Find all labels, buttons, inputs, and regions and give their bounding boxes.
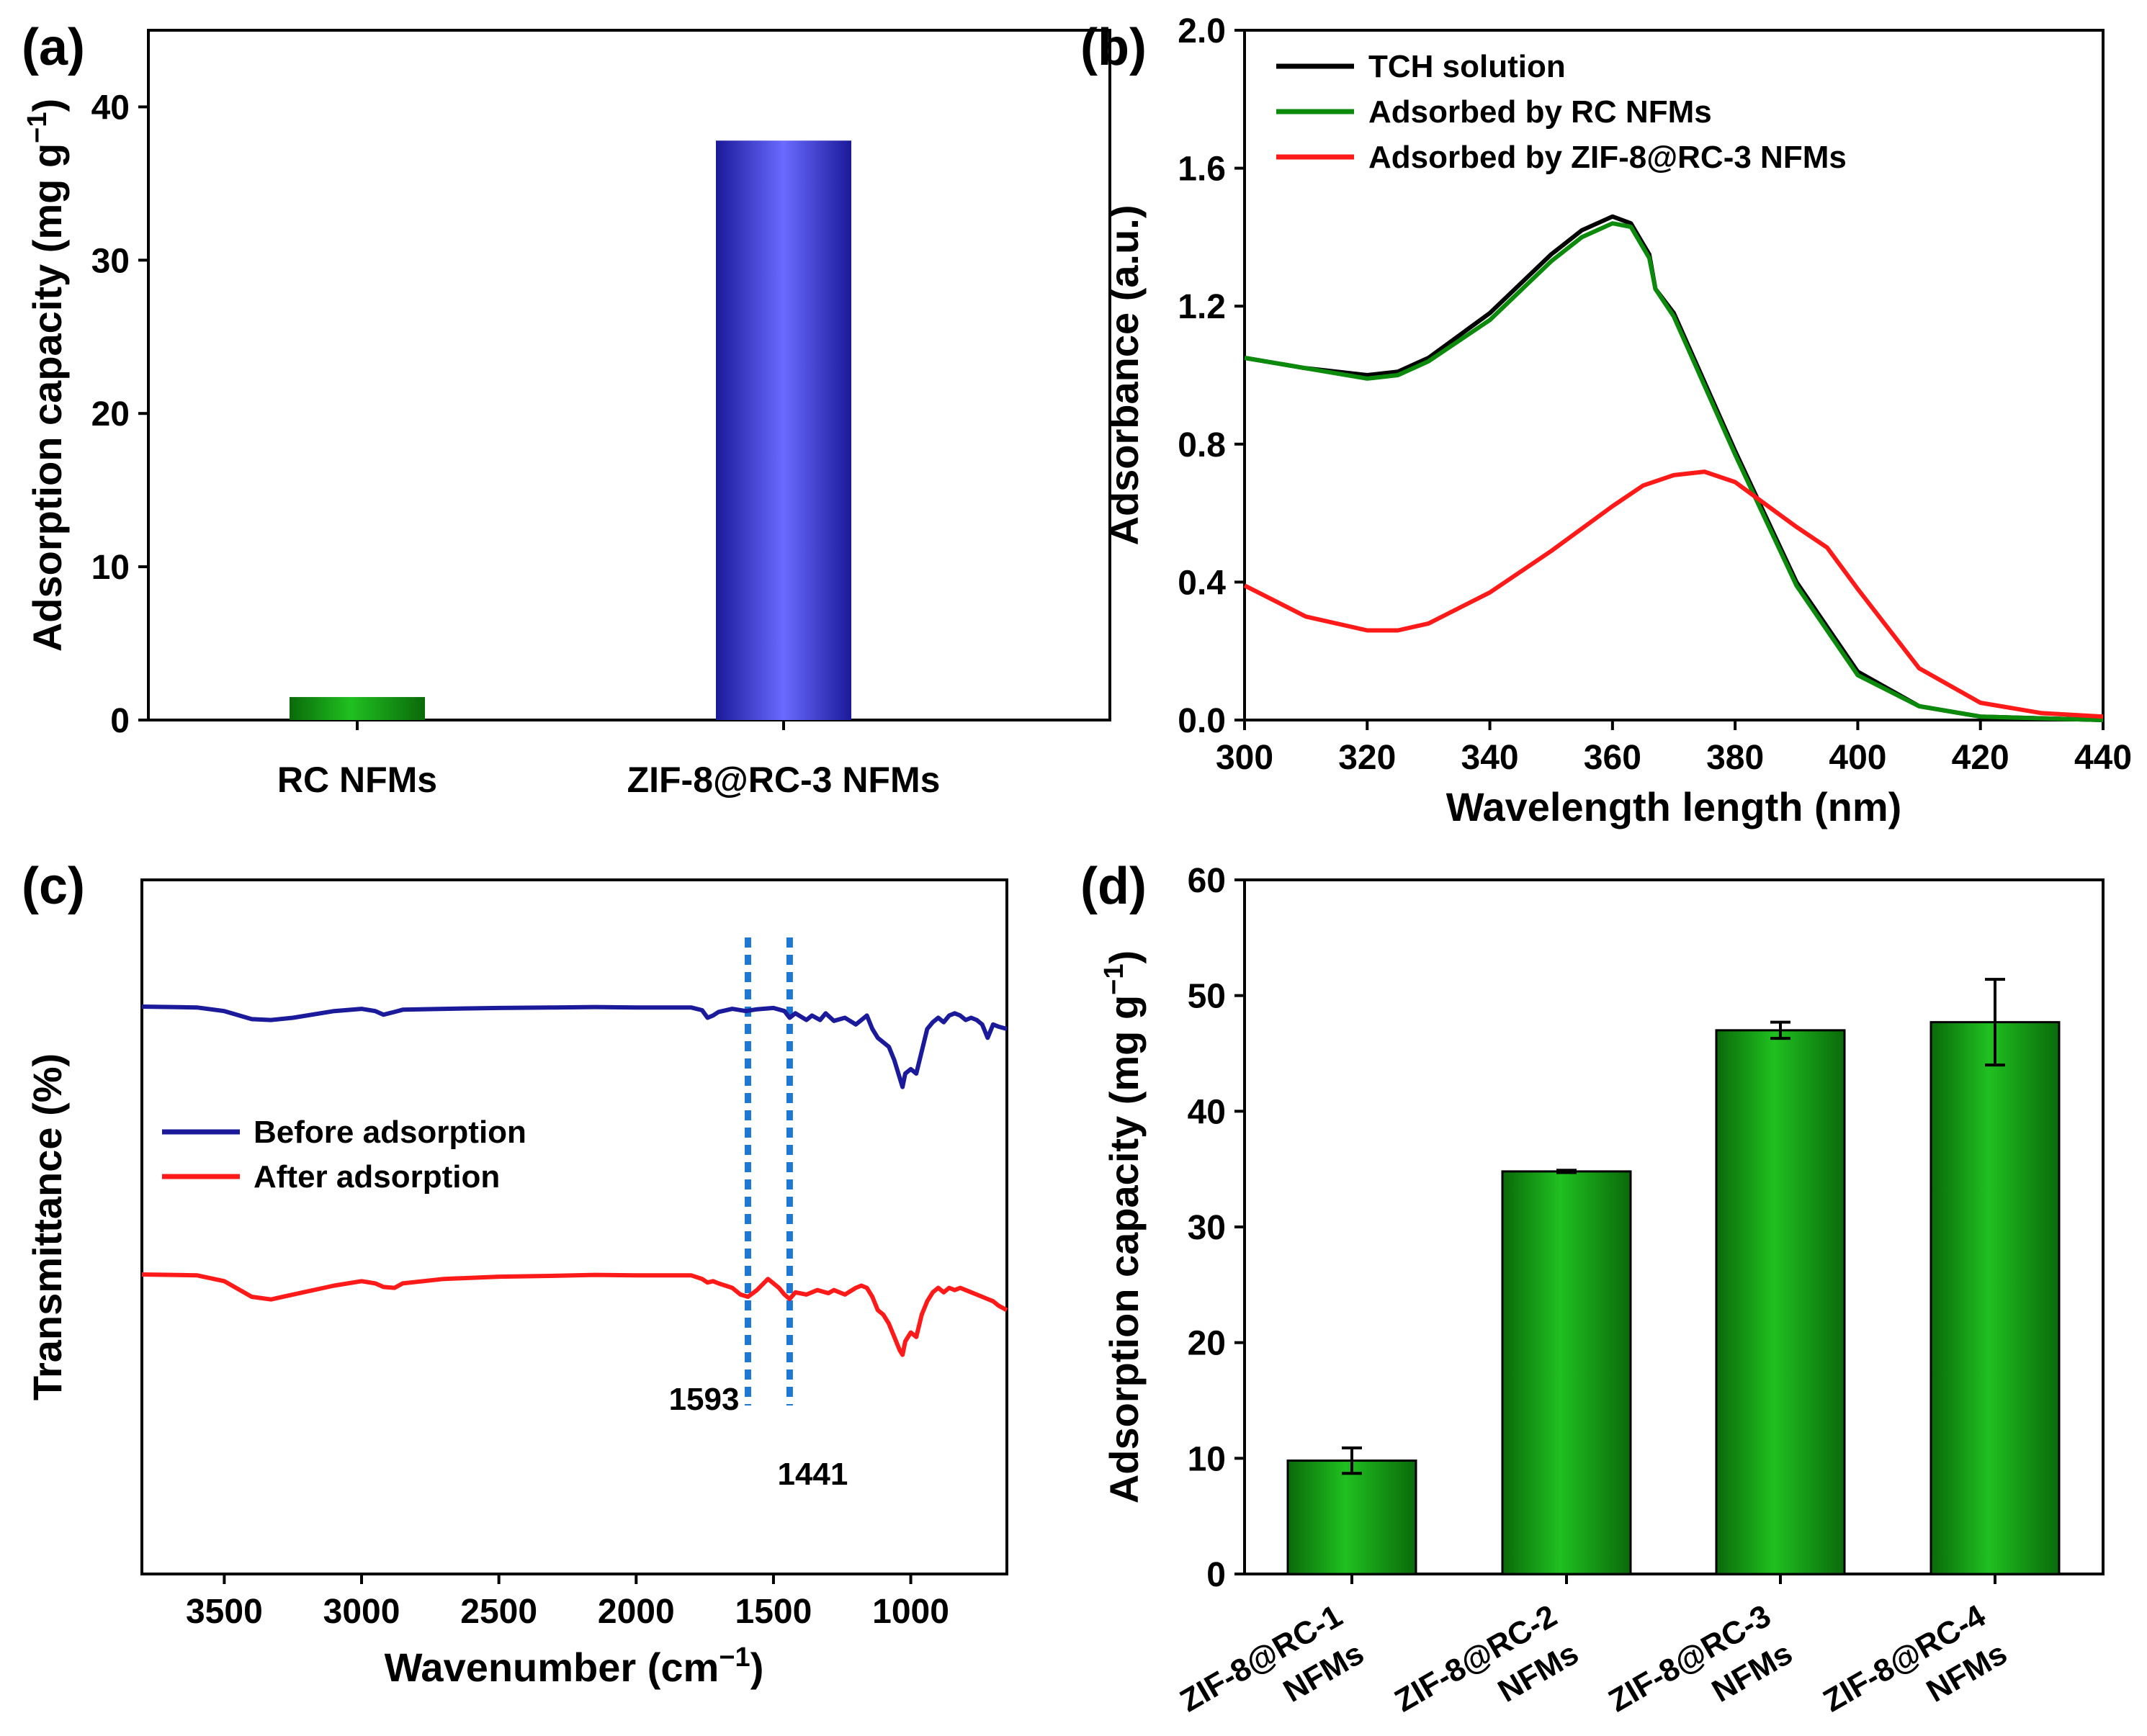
panel-c-label: (c): [22, 858, 85, 915]
panel-a-frame: [147, 29, 1111, 721]
panel-b-x-tick-label: 320: [1338, 739, 1396, 777]
panel-b-x-tick-label: 400: [1829, 739, 1886, 777]
panel-b-x-tick-label: 360: [1584, 739, 1641, 777]
panel-c-x-tick-label: 3500: [186, 1593, 263, 1631]
panel-d-bar: [1715, 1029, 1846, 1575]
panel-b-y-tick-label: 0.8: [1178, 426, 1226, 464]
panel-b-y-title: Adsorbance (a.u.): [1101, 205, 1147, 546]
panel-a-label: (a): [22, 19, 85, 76]
panel-b-x-tick-label: 380: [1706, 739, 1764, 777]
panel-c-legend: Before adsorption After adsorption: [162, 1115, 526, 1195]
panel-d-label: (d): [1080, 858, 1147, 915]
panel-c-x-tick-label: 1000: [872, 1593, 949, 1631]
panel-b-x-title: Wavelength length (nm): [1446, 784, 1902, 829]
panel-c-frame: [140, 878, 1008, 1575]
panel-d-y-tick-label: 60: [1188, 862, 1226, 900]
panel-b-y-tick-label: 2.0: [1178, 12, 1226, 50]
panel-c-x-axis: 3500 3000 2500 2000 1500 1000: [186, 1574, 949, 1631]
panel-c-annotations: 1593 1441: [669, 1382, 848, 1492]
panel-c-x-tick-label: 3000: [323, 1593, 400, 1631]
panel-b-legend-label: Adsorbed by RC NFMs: [1368, 94, 1712, 130]
panel-b-series-line: [1244, 221, 2104, 722]
panel-b-x-tick-label: 440: [2074, 739, 2132, 777]
panel-d-y-tick-label: 20: [1188, 1325, 1226, 1363]
panel-b-y-tick-label: 0.4: [1178, 564, 1226, 602]
panel-b-series-line: [1244, 214, 2104, 722]
panel-b-legend-label: Adsorbed by ZIF-8@RC-3 NFMs: [1368, 140, 1847, 175]
panel-c-legend-label: Before adsorption: [254, 1115, 526, 1150]
panel-b-label: (b): [1080, 19, 1147, 76]
panel-b-legend-label: TCH solution: [1368, 49, 1566, 84]
panel-d-y-tick-label: 30: [1188, 1209, 1226, 1247]
panel-b-y-axis: 0.0 0.4 0.8 1.2 1.6 2.0: [1178, 12, 1245, 740]
panel-a-categories: RC NFMs ZIF-8@RC-3 NFMs: [277, 760, 941, 800]
panel-b-frame: [1243, 29, 2105, 721]
panel-c: (c) 3500 3000 2500 2000 1500 1000 Before adso…: [22, 858, 1008, 1690]
panel-b-y-tick-label: 1.6: [1178, 150, 1226, 189]
panel-b-x-tick-label: 420: [1952, 739, 2009, 777]
panel-c-x-title: Wavenumber (cm−1): [385, 1642, 764, 1690]
panel-a-y-tick-label: 0: [110, 702, 130, 740]
panel-a-bar: [716, 140, 851, 720]
panel-d-y-tick-label: 10: [1188, 1440, 1226, 1478]
panel-a-y-title: Adsorption capacity (mg g−1): [22, 99, 70, 652]
panel-d-y-tick-label: 0: [1206, 1556, 1226, 1594]
panel-a-y-tick-label: 40: [91, 89, 130, 127]
panel-d-bar: [1929, 1021, 2061, 1575]
panel-a-y-tick-label: 10: [91, 549, 130, 587]
panel-a-category-label: RC NFMs: [277, 760, 437, 800]
panel-b: (b) 0.0 0.4 0.8 1.2 1.6 2.0 300 320 340 360 380 40…: [1080, 12, 2132, 829]
panel-c-x-tick-label: 2500: [460, 1593, 537, 1631]
panel-b-series-line: [1243, 469, 2104, 719]
panel-c-annotation: 1441: [777, 1457, 848, 1492]
panel-d-y-tick-label: 40: [1188, 1093, 1226, 1131]
panel-a-y-tick-label: 20: [91, 395, 130, 433]
panel-a-bars: [290, 140, 851, 730]
panel-c-legend-label: After adsorption: [254, 1159, 500, 1195]
panel-b-series: [1243, 214, 2104, 722]
panel-c-x-tick-label: 2000: [598, 1593, 675, 1631]
panel-d-y-title: Adsorption capacity (mg g−1): [1099, 950, 1147, 1503]
panel-a-y-tick-label: 30: [91, 242, 130, 280]
panel-b-x-axis: 300 320 340 360 380 400 420 440: [1216, 720, 2132, 777]
panel-c-series-line: [141, 1004, 1008, 1089]
panel-a-category-label: ZIF-8@RC-3 NFMs: [627, 760, 941, 800]
panel-a: (a) 0 10 20 30 40 RC NFMs ZIF-8@RC-3 NFMs Ads…: [22, 19, 1111, 800]
panel-b-x-tick-label: 300: [1216, 739, 1273, 777]
panel-d-bar: [1501, 1170, 1632, 1575]
panel-d-y-axis: 0 10 20 30 40 50 60: [1188, 862, 1245, 1594]
panel-c-annotation: 1593: [669, 1382, 740, 1417]
panel-c-series-line: [141, 1272, 1008, 1357]
panel-a-bar: [290, 697, 425, 720]
panel-c-x-tick-label: 1500: [735, 1593, 812, 1631]
panel-b-y-tick-label: 1.2: [1178, 288, 1226, 326]
panel-d-bar: [1286, 1460, 1417, 1575]
panel-b-y-tick-label: 0.0: [1178, 702, 1226, 740]
panel-d-bars: [1286, 978, 2061, 1584]
panel-b-x-tick-label: 340: [1461, 739, 1519, 777]
panel-b-legend: TCH solution Adsorbed by RC NFMs Adsorbed …: [1276, 49, 1847, 175]
panel-d-y-tick-label: 50: [1188, 978, 1226, 1016]
panel-a-y-axis: 0 10 20 30 40: [91, 89, 148, 740]
panel-c-series: [141, 1004, 1008, 1357]
panel-c-y-title: Transmittance (%): [24, 1053, 70, 1400]
